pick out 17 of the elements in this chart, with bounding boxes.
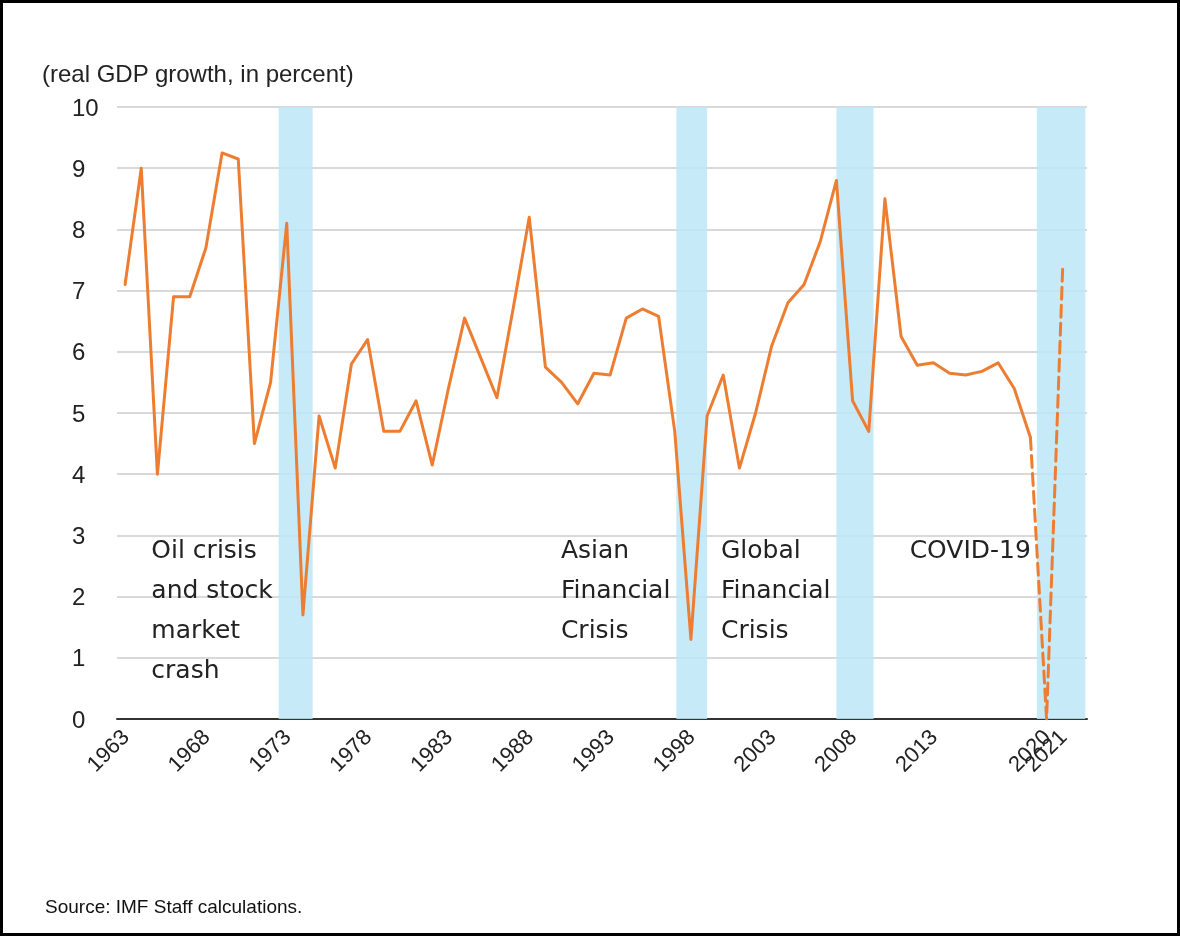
band-label: Global Financial Crisis xyxy=(720,534,831,644)
y-tick-label: 7 xyxy=(72,277,86,305)
y-axis-title: (real GDP growth, in percent) xyxy=(42,59,354,87)
y-tick-label: 4 xyxy=(72,460,86,488)
y-tick-label: 6 xyxy=(72,338,86,366)
source-note: Source: IMF Staff calculations. xyxy=(45,896,303,917)
band-label: Oil crisis and stock market crash xyxy=(151,534,274,684)
band-label: Asian Financial Crisis xyxy=(560,534,671,644)
y-tick-label: 0 xyxy=(72,705,86,733)
y-tick-label: 10 xyxy=(72,93,99,121)
y-tick-label: 8 xyxy=(72,215,86,243)
band-label: COVID-19 xyxy=(909,534,1031,564)
y-tick-label: 3 xyxy=(72,521,86,549)
y-tick-label: 1 xyxy=(72,644,86,672)
y-tick-label: 5 xyxy=(72,399,86,427)
y-tick-label: 9 xyxy=(72,154,86,182)
y-tick-label: 2 xyxy=(72,583,86,611)
